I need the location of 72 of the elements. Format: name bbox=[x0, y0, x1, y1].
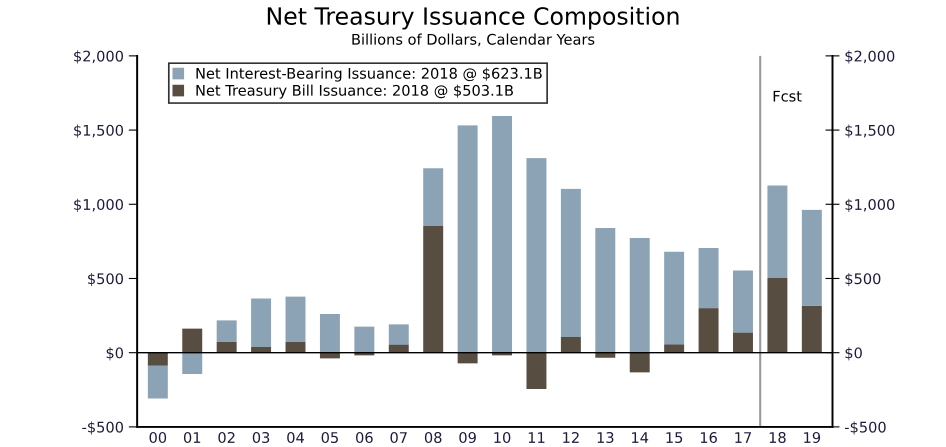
bar bbox=[767, 186, 788, 278]
x-tick-label: 16 bbox=[700, 432, 717, 444]
y-tick-label: $1,500 bbox=[74, 124, 124, 138]
bar bbox=[458, 125, 478, 353]
bar bbox=[733, 270, 753, 333]
bar bbox=[526, 352, 546, 390]
bar bbox=[560, 188, 581, 337]
bar bbox=[388, 344, 409, 353]
bar bbox=[216, 320, 237, 342]
y-tick-label: $500 bbox=[88, 272, 124, 286]
x-tick-label: 05 bbox=[322, 432, 338, 444]
x-tick-label: 04 bbox=[287, 432, 304, 444]
x-tick-label: 01 bbox=[184, 432, 200, 444]
x-tick-label: 18 bbox=[770, 432, 786, 444]
x-tick-label: 17 bbox=[735, 432, 752, 443]
x-tick-label: 10 bbox=[494, 432, 510, 444]
bar bbox=[182, 352, 202, 374]
y2-tick-label: $500 bbox=[845, 272, 880, 286]
legend-label: Net Interest-Bearing Issuance: 2018 @ $623.1B bbox=[196, 68, 542, 82]
x-tick-label: 11 bbox=[528, 432, 544, 443]
y-tick-label: $2,000 bbox=[74, 50, 124, 64]
bar bbox=[802, 210, 822, 306]
x-tick-label: 08 bbox=[424, 432, 442, 444]
bar bbox=[458, 352, 478, 364]
bar bbox=[664, 344, 684, 353]
bar bbox=[423, 168, 444, 226]
bar bbox=[148, 366, 168, 399]
legend-label: Net Treasury Bill Issuance: 2018 @ $503.1B bbox=[196, 84, 513, 99]
x-tick-label: 07 bbox=[390, 432, 407, 444]
bar bbox=[560, 336, 581, 353]
bar bbox=[148, 352, 168, 366]
y2-tick-label: $2,000 bbox=[845, 50, 894, 64]
x-tick-label: 13 bbox=[598, 432, 614, 444]
bar bbox=[767, 278, 788, 353]
bar bbox=[388, 324, 409, 345]
y2-tick-label: $0 bbox=[845, 347, 862, 360]
chart-subtitle: Billions of Dollars, Calendar Years bbox=[352, 34, 594, 46]
bar bbox=[320, 314, 340, 353]
x-tick-label: 12 bbox=[563, 432, 579, 443]
bar bbox=[354, 326, 374, 353]
ref-line-label: Fcst bbox=[774, 90, 802, 102]
bar bbox=[630, 238, 650, 353]
bar bbox=[182, 328, 202, 353]
bar bbox=[216, 342, 237, 353]
y-tick-label: $0 bbox=[106, 347, 124, 360]
bar bbox=[492, 116, 512, 353]
x-tick-label: 02 bbox=[218, 432, 234, 444]
x-tick-label: 09 bbox=[459, 432, 476, 444]
y2-tick-label: $1,500 bbox=[845, 124, 894, 138]
y2-tick-label: -$500 bbox=[845, 421, 886, 435]
y2-tick-label: $1,000 bbox=[845, 198, 894, 212]
x-tick-label: 03 bbox=[252, 432, 270, 444]
bar bbox=[286, 342, 306, 353]
bar bbox=[423, 226, 444, 353]
x-tick-label: 00 bbox=[150, 432, 166, 444]
bar bbox=[733, 332, 753, 353]
bar bbox=[802, 306, 822, 353]
y-tick-label: -$500 bbox=[82, 421, 124, 435]
bar bbox=[664, 252, 684, 344]
bar bbox=[286, 296, 306, 342]
bar bbox=[630, 352, 650, 372]
bar bbox=[595, 228, 616, 353]
x-tick-label: 19 bbox=[804, 432, 820, 444]
bar bbox=[251, 298, 272, 348]
x-tick-label: 06 bbox=[356, 432, 373, 444]
bar bbox=[526, 158, 546, 353]
bar bbox=[698, 308, 719, 353]
y-tick-label: $1,000 bbox=[74, 198, 124, 212]
x-tick-label: 15 bbox=[666, 432, 682, 444]
chart-title: Net Treasury Issuance Composition bbox=[268, 6, 678, 30]
x-tick-label: 14 bbox=[632, 432, 648, 443]
bar bbox=[698, 248, 719, 308]
